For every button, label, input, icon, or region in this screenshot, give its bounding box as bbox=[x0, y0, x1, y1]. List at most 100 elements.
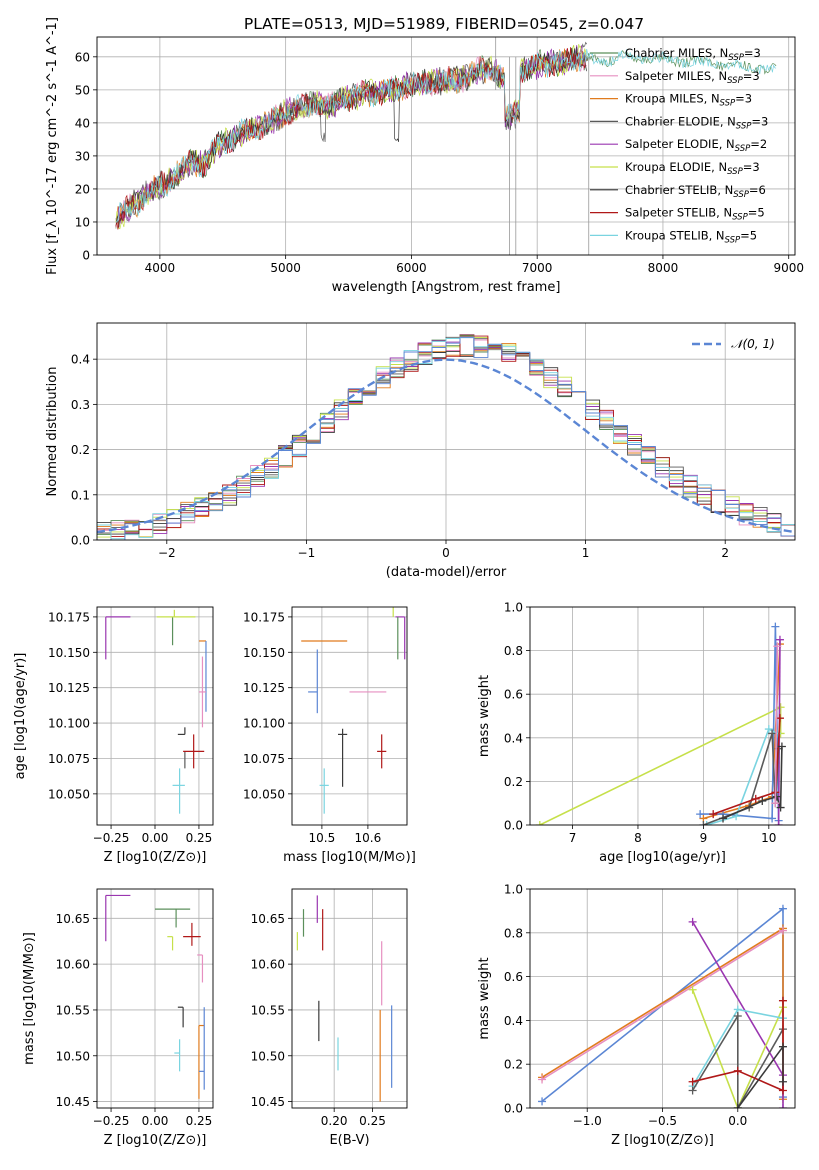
errorbar-point bbox=[377, 734, 387, 769]
weight-point-marker bbox=[777, 742, 786, 751]
weight-point-marker bbox=[778, 926, 787, 935]
weight-point-marker bbox=[768, 814, 777, 823]
weight-point-marker bbox=[733, 1104, 742, 1108]
y-tick-label: 0.6 bbox=[504, 688, 523, 702]
errorbar-point bbox=[105, 616, 131, 660]
weight-point-marker bbox=[774, 821, 783, 825]
y-tick-label: 10.65 bbox=[56, 912, 90, 926]
x-tick-label: 0.25 bbox=[359, 1114, 386, 1128]
residuals-ylabel: Normed distribution bbox=[45, 367, 60, 497]
y-tick-label: 10.100 bbox=[48, 717, 90, 731]
y-tick-label: 1.0 bbox=[504, 883, 523, 897]
age_vs_Z-marks bbox=[105, 609, 207, 814]
normal-curve bbox=[97, 358, 795, 534]
weight-point-marker bbox=[688, 1086, 697, 1095]
legend-entry-sub: SSP bbox=[727, 76, 743, 86]
legend-entry-sub: SSP bbox=[725, 235, 741, 245]
x-tick-label: −0.5 bbox=[648, 1114, 677, 1128]
errorbar-point bbox=[338, 728, 348, 787]
x-tick-label: 4000 bbox=[145, 261, 176, 275]
legend-entry-text: Salpeter STELIB, N bbox=[625, 206, 732, 220]
y-tick-label: 60 bbox=[75, 50, 90, 64]
y-tick-label: 30 bbox=[75, 149, 90, 163]
weight-series-line bbox=[541, 929, 784, 1081]
x-tick-label: 5000 bbox=[270, 261, 301, 275]
residuals-frame bbox=[96, 322, 796, 541]
weight_vs_age-ylabel: mass weight bbox=[477, 675, 492, 757]
weight-point-marker bbox=[778, 904, 787, 913]
legend-entry-value: =3 bbox=[743, 69, 760, 83]
x-tick-label: −1 bbox=[298, 546, 316, 560]
weight-point-marker bbox=[776, 803, 785, 812]
y-tick-label: 20 bbox=[75, 182, 90, 196]
legend-entry: Kroupa ELODIE, NSSP=3 bbox=[625, 160, 760, 177]
spectrum-series-line bbox=[115, 45, 588, 225]
x-tick-label: 0.20 bbox=[321, 1114, 348, 1128]
x-tick-label: 0.00 bbox=[142, 831, 169, 845]
errorbar-point bbox=[183, 734, 205, 769]
weight-point-marker bbox=[778, 1104, 787, 1108]
weight_vs_Z-ylabel: mass weight bbox=[477, 957, 492, 1039]
x-tick-label: 6000 bbox=[396, 261, 427, 275]
y-tick-label: 0.3 bbox=[71, 398, 90, 412]
y-tick-label: 10.050 bbox=[48, 787, 90, 801]
y-tick-label: 0.4 bbox=[71, 353, 90, 367]
weight-series-line bbox=[691, 989, 784, 1108]
weight-point-marker bbox=[778, 1086, 787, 1095]
y-tick-label: 1.0 bbox=[504, 601, 523, 615]
weight-series-line bbox=[774, 646, 779, 804]
x-tick-label: 10.6 bbox=[355, 831, 382, 845]
weight-point-marker bbox=[719, 814, 728, 823]
mass_vs_Z-frame bbox=[96, 888, 214, 1109]
y-tick-label: 40 bbox=[75, 116, 90, 130]
y-tick-label: 10 bbox=[75, 215, 90, 229]
y-tick-label: 10.65 bbox=[251, 912, 285, 926]
weight-point-marker bbox=[772, 792, 781, 801]
histogram-series bbox=[97, 337, 795, 540]
legend-entry-text: Kroupa MILES, N bbox=[625, 92, 720, 106]
y-tick-label: 10.175 bbox=[48, 610, 90, 624]
age_vs_Z-frame bbox=[96, 606, 214, 826]
age_vs_mass-frame bbox=[291, 606, 408, 826]
y-tick-label: 0.4 bbox=[504, 731, 523, 745]
spectrum-ylabel: Flux [f_λ 10^-17 erg cm^-2 s^-1 A^-1] bbox=[45, 17, 60, 275]
y-tick-label: 10.45 bbox=[251, 1095, 285, 1109]
legend-entry-sub: SSP bbox=[736, 121, 752, 131]
x-tick-label: 9000 bbox=[773, 261, 804, 275]
errorbar-point bbox=[167, 936, 174, 951]
errorbar-point bbox=[183, 922, 201, 946]
weight-point-marker bbox=[775, 635, 784, 644]
weight-point-marker bbox=[733, 1012, 742, 1021]
x-tick-label: 0.0 bbox=[728, 1114, 747, 1128]
legend-entry-text: Kroupa STELIB, N bbox=[625, 228, 725, 242]
weight-point-marker bbox=[688, 917, 697, 926]
weight-point-marker bbox=[699, 821, 708, 825]
y-tick-label: 10.50 bbox=[251, 1049, 285, 1063]
y-tick-label: 0.0 bbox=[504, 1102, 523, 1116]
errorbar-point bbox=[174, 1039, 181, 1072]
age_vs_Z-ylabel: age [log10(age/yr)] bbox=[13, 653, 28, 780]
weight-point-marker bbox=[709, 810, 718, 819]
legend-entry-sub: SSP bbox=[735, 144, 751, 154]
weight-point-marker bbox=[688, 985, 697, 994]
weight-series-line bbox=[712, 718, 781, 815]
legend-entry-value: =6 bbox=[749, 183, 766, 197]
legend-entry-sub: SSP bbox=[727, 167, 743, 177]
weight_vs_Z-marks bbox=[538, 904, 787, 1108]
x-tick-label: −1.0 bbox=[573, 1114, 602, 1128]
y-tick-label: 0.0 bbox=[504, 819, 523, 833]
legend-entry-sub: SSP bbox=[733, 190, 749, 200]
weight-point-marker bbox=[732, 812, 741, 821]
weight-point-marker bbox=[538, 1097, 547, 1106]
weight-point-marker bbox=[771, 799, 780, 808]
errorbar-point bbox=[177, 1006, 184, 1028]
errorbar-point bbox=[308, 649, 318, 714]
weight-point-marker bbox=[758, 797, 767, 806]
y-tick-label: 10.45 bbox=[56, 1095, 90, 1109]
y-tick-label: 10.60 bbox=[251, 958, 285, 972]
y-tick-label: 0 bbox=[82, 249, 90, 263]
residuals-panel: −2 −1 0 1 2 0.0 0.1 0.2 0.3 0.4 (data-model)/error… bbox=[45, 322, 796, 580]
spectrum-marks bbox=[115, 37, 777, 255]
mass_vs_EBV-grid bbox=[292, 889, 407, 1108]
y-tick-label: 10.125 bbox=[48, 681, 90, 695]
